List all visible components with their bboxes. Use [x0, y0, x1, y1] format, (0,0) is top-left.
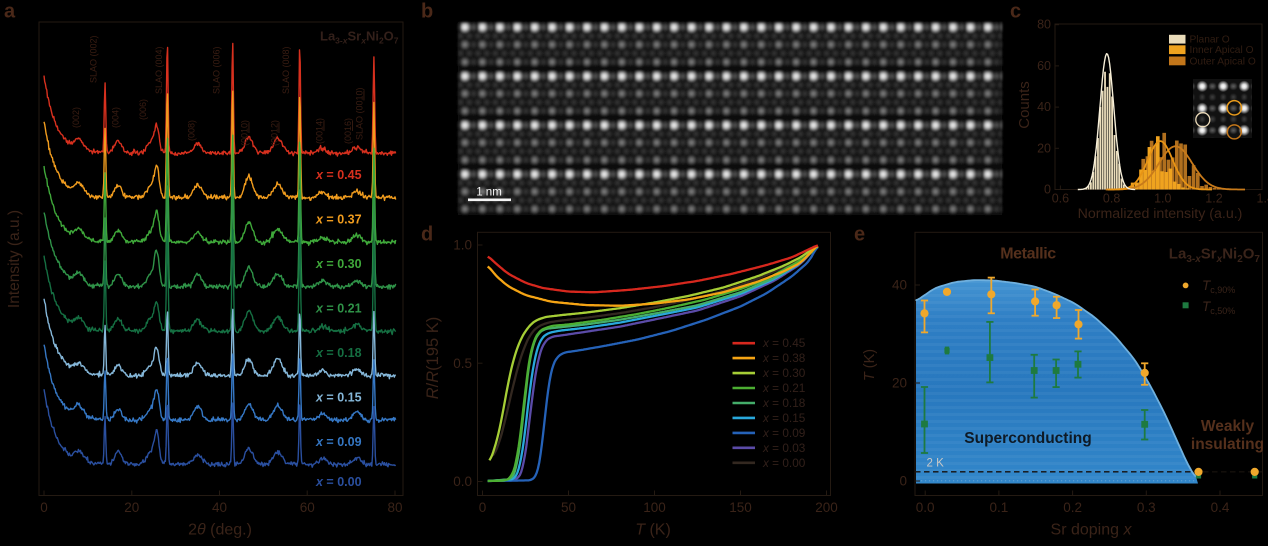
svg-text:(006): (006)	[138, 99, 148, 120]
svg-text:0: 0	[1044, 183, 1051, 197]
svg-text:Tc,50%: Tc,50%	[1202, 299, 1235, 316]
svg-text:1.0: 1.0	[453, 238, 472, 253]
svg-text:60: 60	[1037, 59, 1051, 73]
svg-text:40: 40	[1037, 100, 1051, 114]
svg-text:0.0: 0.0	[453, 474, 472, 489]
svg-text:x = 0.15: x = 0.15	[762, 411, 806, 425]
svg-text:2 K: 2 K	[927, 458, 945, 470]
svg-text:0: 0	[899, 474, 907, 489]
svg-text:40: 40	[212, 500, 227, 515]
svg-text:La3-xSrxNi2O7: La3-xSrxNi2O7	[320, 29, 399, 46]
svg-text:SLAO (0010): SLAO (0010)	[355, 87, 365, 140]
svg-text:Counts: Counts	[1016, 81, 1033, 129]
svg-text:1.0: 1.0	[1154, 192, 1171, 206]
svg-text:La3-xSrxNi2O7: La3-xSrxNi2O7	[1169, 246, 1261, 266]
svg-text:Weakly: Weakly	[1201, 418, 1255, 435]
svg-text:50: 50	[561, 500, 576, 515]
svg-text:0.5: 0.5	[453, 356, 472, 371]
svg-text:x = 0.15: x = 0.15	[315, 391, 362, 405]
svg-text:40: 40	[892, 278, 907, 293]
svg-text:T (K): T (K)	[862, 349, 878, 381]
svg-text:SLAO (002): SLAO (002)	[89, 35, 99, 83]
svg-text:20: 20	[1037, 141, 1051, 155]
svg-text:Metallic: Metallic	[1000, 246, 1056, 263]
svg-text:1.2: 1.2	[1205, 192, 1222, 206]
svg-text:Superconducting: Superconducting	[964, 430, 1091, 447]
svg-text:0: 0	[40, 500, 48, 515]
svg-text:x = 0.09: x = 0.09	[762, 426, 805, 440]
svg-text:x = 0.09: x = 0.09	[315, 435, 362, 449]
svg-text:0.3: 0.3	[1137, 500, 1156, 515]
svg-text:x = 0.21: x = 0.21	[315, 302, 362, 316]
svg-text:x = 0.18: x = 0.18	[762, 396, 806, 410]
svg-text:d: d	[421, 224, 433, 246]
svg-text:x = 0.45: x = 0.45	[762, 336, 806, 350]
svg-text:Normalized intensity (a.u.): Normalized intensity (a.u.)	[1078, 206, 1243, 222]
svg-text:c: c	[1010, 1, 1021, 23]
svg-text:b: b	[421, 1, 433, 23]
svg-text:insulating: insulating	[1191, 436, 1264, 453]
svg-text:e: e	[854, 224, 865, 246]
svg-text:0.2: 0.2	[1063, 500, 1082, 515]
svg-text:(0012): (0012)	[270, 120, 280, 146]
svg-text:0.1: 0.1	[990, 500, 1009, 515]
svg-text:Tc,90%: Tc,90%	[1202, 278, 1235, 295]
svg-text:a: a	[4, 1, 16, 23]
svg-text:150: 150	[729, 500, 752, 515]
svg-text:x = 0.00: x = 0.00	[762, 456, 806, 470]
svg-text:x = 0.30: x = 0.30	[762, 366, 806, 380]
svg-text:x = 0.21: x = 0.21	[762, 381, 805, 395]
svg-text:x = 0.18: x = 0.18	[315, 346, 362, 360]
svg-text:x = 0.30: x = 0.30	[315, 257, 362, 271]
svg-text:0.4: 0.4	[1211, 500, 1230, 515]
svg-text:20: 20	[124, 500, 139, 515]
svg-text:T (K): T (K)	[635, 522, 671, 539]
svg-text:100: 100	[643, 500, 666, 515]
svg-text:(008): (008)	[187, 120, 197, 141]
svg-text:(004): (004)	[111, 107, 121, 128]
svg-text:Planar O: Planar O	[1190, 35, 1230, 46]
svg-text:(0014): (0014)	[315, 118, 325, 144]
svg-text:80: 80	[1037, 18, 1051, 32]
svg-text:0.8: 0.8	[1103, 192, 1120, 206]
svg-text:SLAO (004): SLAO (004)	[154, 46, 164, 94]
svg-text:2θ (deg.): 2θ (deg.)	[188, 522, 252, 539]
svg-text:Sr doping x: Sr doping x	[1051, 522, 1133, 539]
svg-text:x = 0.38: x = 0.38	[762, 351, 806, 365]
svg-text:(002): (002)	[71, 107, 81, 128]
svg-text:SLAO (008): SLAO (008)	[281, 46, 291, 94]
svg-text:Inner Apical O: Inner Apical O	[1190, 45, 1254, 56]
svg-text:(0016): (0016)	[343, 118, 353, 144]
svg-text:x = 0.03: x = 0.03	[762, 441, 806, 455]
svg-text:200: 200	[815, 500, 838, 515]
svg-text:(0010): (0010)	[240, 120, 250, 146]
svg-text:Intensity (a.u.): Intensity (a.u.)	[6, 210, 23, 308]
svg-text:SLAO (006): SLAO (006)	[212, 46, 222, 94]
svg-text:0.0: 0.0	[916, 500, 935, 515]
svg-text:x = 0.00: x = 0.00	[315, 475, 362, 489]
svg-text:60: 60	[300, 500, 315, 515]
svg-text:0.6: 0.6	[1052, 192, 1069, 206]
svg-text:x = 0.45: x = 0.45	[315, 168, 362, 182]
svg-text:Outer Apical O: Outer Apical O	[1190, 56, 1256, 67]
svg-text:x = 0.37: x = 0.37	[315, 213, 362, 227]
svg-text:R/R(195 K): R/R(195 K)	[424, 317, 442, 400]
svg-text:0: 0	[479, 500, 487, 515]
svg-text:1.4: 1.4	[1257, 192, 1268, 206]
svg-text:80: 80	[387, 500, 402, 515]
svg-text:1 nm: 1 nm	[476, 187, 502, 199]
svg-text:20: 20	[892, 376, 907, 391]
